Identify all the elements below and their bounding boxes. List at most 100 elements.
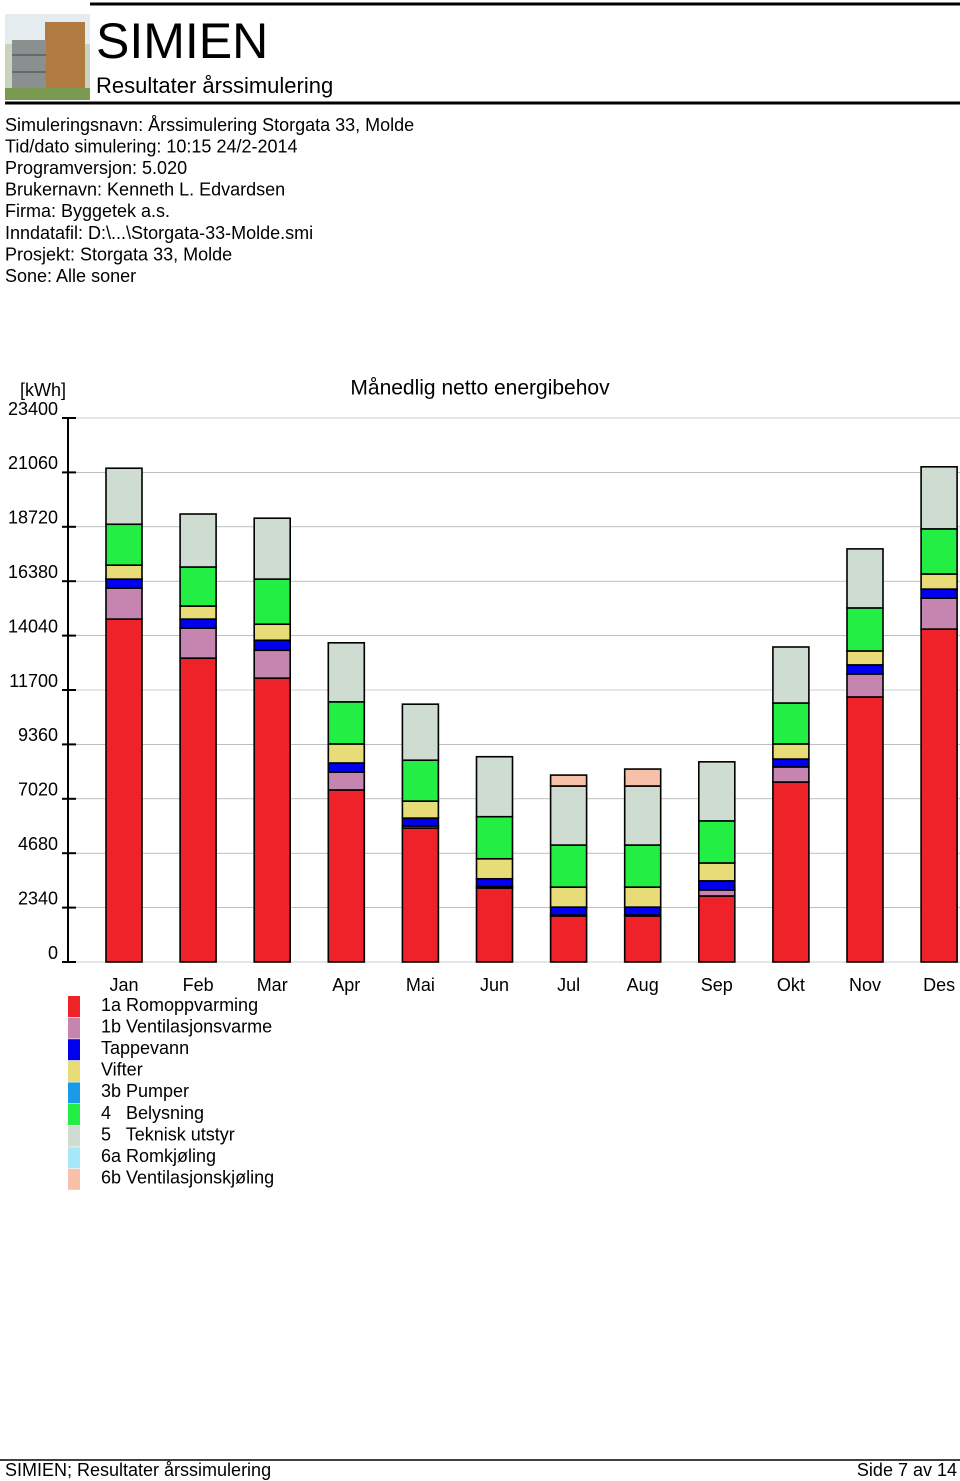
x-tick-label: Nov xyxy=(849,975,881,995)
y-tick-label: 7020 xyxy=(18,780,58,800)
bar-segment xyxy=(772,766,810,783)
bar-segment xyxy=(327,771,366,791)
bar-segment xyxy=(327,642,366,703)
bar-segment xyxy=(920,597,958,630)
header-photo xyxy=(5,14,90,100)
bar-segment xyxy=(401,827,440,963)
bar-segment xyxy=(179,618,217,629)
info-block: Simuleringsnavn: Årssimulering Storgata … xyxy=(5,115,414,286)
bar-segment xyxy=(697,761,736,822)
y-tick-label: 16380 xyxy=(8,562,58,582)
legend-label: 3b Pumper xyxy=(101,1081,189,1101)
bar-segment xyxy=(401,759,440,802)
bar-segment xyxy=(846,696,884,963)
bar-segment xyxy=(179,657,217,963)
bar-segment xyxy=(327,701,366,745)
bar-segment xyxy=(549,886,588,908)
legend-label: Vifter xyxy=(101,1060,143,1080)
x-tick-label: Okt xyxy=(777,975,805,995)
bar-segment xyxy=(623,844,662,888)
bar-segment xyxy=(772,781,810,963)
doc-subtitle: Resultater årssimulering xyxy=(96,73,333,98)
bar-segment xyxy=(105,564,143,580)
info-line: Tid/dato simulering: 10:15 24/2-2014 xyxy=(5,136,298,156)
bar-segment xyxy=(253,578,291,626)
info-line: Inndatafil: D:\...\Storgata-33-Molde.smi xyxy=(5,223,313,243)
x-tick-label: Jan xyxy=(109,975,138,995)
bar-segment xyxy=(846,650,884,666)
bar-segment xyxy=(772,743,810,760)
bar-segment xyxy=(623,785,662,846)
bar-segment xyxy=(920,628,958,963)
bar-segment xyxy=(623,915,662,963)
info-line: Brukernavn: Kenneth L. Edvardsen xyxy=(5,180,285,200)
legend-swatch xyxy=(68,1147,80,1169)
bar-segment xyxy=(772,702,810,745)
info-line: Firma: Byggetek a.s. xyxy=(5,201,170,221)
bar-segment xyxy=(253,677,291,963)
y-tick-label: 9360 xyxy=(18,725,58,745)
x-tick-label: Mar xyxy=(257,975,288,995)
bar-segment xyxy=(105,467,143,526)
bar-segment xyxy=(623,906,662,916)
legend-label: 1b Ventilasjonsvarme xyxy=(101,1016,272,1036)
bar-segment xyxy=(401,817,440,827)
info-line: Simuleringsnavn: Årssimulering Storgata … xyxy=(5,115,414,135)
bar-segment xyxy=(697,889,736,897)
legend-swatch xyxy=(68,1168,80,1190)
bar-segment xyxy=(920,588,958,599)
y-tick-label: 23400 xyxy=(8,399,58,419)
bar-segment xyxy=(846,664,884,675)
bar-segment xyxy=(179,566,217,607)
y-tick-label: 0 xyxy=(48,943,58,963)
y-tick-label: 2340 xyxy=(18,888,58,908)
bar-segment xyxy=(179,513,217,568)
bar-segment xyxy=(327,789,366,963)
bar-segment xyxy=(846,673,884,698)
x-tick-label: Jun xyxy=(480,975,509,995)
bar-segment xyxy=(253,649,291,679)
footer-right: Side 7 av 14 xyxy=(857,1460,957,1480)
info-line: Programversjon: 5.020 xyxy=(5,158,187,178)
bar-segment xyxy=(920,466,958,530)
bar-segment xyxy=(549,915,588,963)
y-tick-label: 4680 xyxy=(18,834,58,854)
bar-segment xyxy=(475,815,514,860)
bar-segment xyxy=(105,523,143,566)
y-tick-label: 21060 xyxy=(8,453,58,473)
bar-segment xyxy=(549,785,588,846)
legend-swatch xyxy=(68,1125,80,1147)
y-tick-label: 18720 xyxy=(8,508,58,528)
bar-segment xyxy=(475,877,514,888)
bar-segment xyxy=(475,857,514,880)
bar-segment xyxy=(105,618,143,963)
bar-segment xyxy=(327,762,366,773)
x-tick-label: Sep xyxy=(701,975,733,995)
bar-segment xyxy=(253,639,291,652)
bar-segment xyxy=(549,774,588,787)
bar-segment xyxy=(105,587,143,620)
y-axis-label: [kWh] xyxy=(20,380,66,400)
chart-title: Månedlig netto energibehov xyxy=(350,377,610,400)
bar-segment xyxy=(697,862,736,882)
legend-label: 1a Romoppvarming xyxy=(101,995,258,1015)
x-tick-label: Jul xyxy=(557,975,580,995)
x-tick-label: Apr xyxy=(332,975,360,995)
legend-label: 6a Romkjøling xyxy=(101,1146,216,1166)
bar-segment xyxy=(179,605,217,620)
bar-segment xyxy=(697,880,736,891)
bar-segment xyxy=(623,768,662,787)
legend-label: 5 Teknisk utstyr xyxy=(101,1124,235,1144)
bar-segment xyxy=(475,887,514,963)
bar-segment xyxy=(475,755,514,818)
bar-segment xyxy=(179,627,217,659)
bar-segment xyxy=(105,578,143,589)
legend-swatch xyxy=(68,1039,80,1061)
x-tick-label: Feb xyxy=(183,975,214,995)
bar-segment xyxy=(846,548,884,609)
bar-segment xyxy=(549,844,588,888)
bar-segment xyxy=(401,800,440,819)
x-tick-label: Mai xyxy=(406,975,435,995)
info-line: Prosjekt: Storgata 33, Molde xyxy=(5,244,232,264)
